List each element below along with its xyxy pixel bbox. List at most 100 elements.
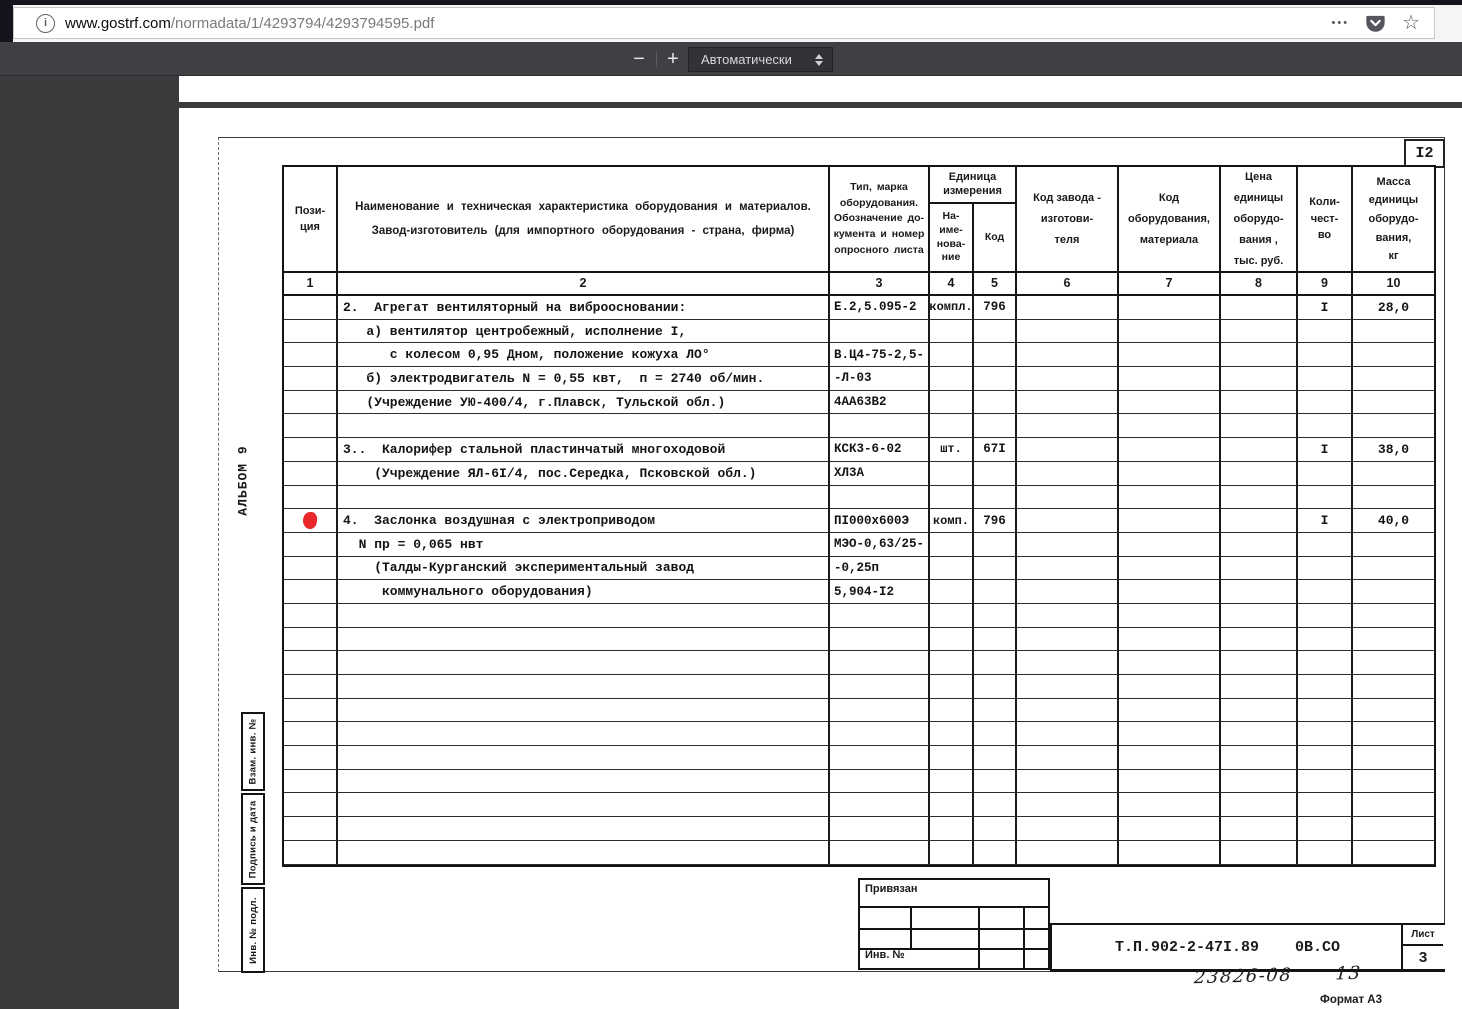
cell-quantity: I [1298, 438, 1353, 462]
cell-name [338, 840, 830, 865]
cell-mass [1353, 580, 1434, 604]
cell-mass [1353, 628, 1434, 652]
cell-mass [1353, 699, 1434, 723]
cell-name: N пр = 0,065 нвт [338, 532, 830, 557]
page-actions-icon[interactable]: ••• [1331, 17, 1350, 29]
cell-plant-code [1017, 390, 1119, 415]
cell-quantity [1298, 817, 1353, 841]
cell-unit-name: комп. [930, 509, 974, 533]
cell-type: 4АА63В2 [830, 390, 930, 415]
cell-plant-code [1017, 627, 1119, 652]
handwritten-inventory-number: 23826-08 13 [1193, 962, 1363, 989]
cell-plant-code [1017, 367, 1119, 391]
pdf-toolbar: − + Автоматически [0, 42, 1462, 76]
cell-equipment-code [1119, 367, 1221, 391]
specification-table: Пози- ция Наименование и техническая хар… [282, 165, 1436, 867]
cell-price [1221, 840, 1298, 865]
cell-mass [1353, 746, 1434, 770]
cell-price [1221, 296, 1298, 320]
cell-equipment-code [1119, 390, 1221, 415]
cell-mass [1353, 367, 1434, 391]
cell-position [284, 603, 338, 628]
cell-unit-code: 796 [974, 296, 1017, 320]
browser-toolbar: i www.gostrf.com/normadata/1/4293794/429… [0, 0, 1462, 42]
cell-equipment-code [1119, 509, 1221, 533]
stamp-inv-podl: Инв. № подл. [241, 887, 265, 973]
cell-plant-code [1017, 746, 1119, 770]
cell-unit-code [974, 722, 1017, 747]
cell-type [830, 627, 930, 652]
cell-type [830, 840, 930, 865]
tab-strip[interactable] [0, 0, 1462, 5]
cell-unit-name [930, 461, 974, 486]
cell-mass [1353, 343, 1434, 368]
address-bar[interactable]: i www.gostrf.com/normadata/1/4293794/429… [13, 7, 1435, 39]
cell-name [338, 817, 830, 841]
cell-type [830, 603, 930, 628]
cell-unit-name [930, 603, 974, 628]
cell-unit-code [974, 556, 1017, 581]
url-text[interactable]: www.gostrf.com/normadata/1/4293794/42937… [65, 15, 434, 32]
site-info-icon[interactable]: i [36, 13, 55, 33]
pocket-icon[interactable] [1365, 13, 1386, 33]
table-row [284, 651, 1434, 675]
cell-type [830, 746, 930, 770]
table-row: 3.. Калорифер стальной пластинчатый мног… [284, 438, 1434, 462]
cell-unit-code [974, 343, 1017, 368]
cell-unit-code [974, 603, 1017, 628]
cell-unit-code [974, 793, 1017, 818]
cell-mass: 28,0 [1353, 296, 1434, 320]
cell-equipment-code [1119, 532, 1221, 557]
cell-position [284, 675, 338, 699]
cell-name: 3.. Калорифер стальной пластинчатый мног… [338, 438, 830, 462]
cell-price [1221, 746, 1298, 770]
cell-price [1221, 319, 1298, 344]
cell-name: (Учреждение ЯЛ-6I/4, пос.Середка, Псковс… [338, 461, 830, 486]
cell-unit-name: шт. [930, 438, 974, 462]
cell-type: КСК3-6-02 [830, 438, 930, 462]
cell-position [284, 367, 338, 391]
cell-name [338, 651, 830, 675]
cell-equipment-code [1119, 556, 1221, 581]
cell-plant-code [1017, 509, 1119, 533]
cell-equipment-code [1119, 675, 1221, 699]
cell-equipment-code [1119, 651, 1221, 675]
table-row [284, 627, 1434, 652]
cell-price [1221, 817, 1298, 841]
header-plant-code: Код завода - изготови- теля [1017, 167, 1119, 274]
bookmark-star-icon[interactable]: ☆ [1402, 12, 1420, 34]
cell-equipment-code [1119, 485, 1221, 510]
cell-price [1221, 509, 1298, 533]
cell-unit-name [930, 746, 974, 770]
pdf-viewer[interactable]: I2 АЛЬБОМ 9 Пози- ция Наименование и тех… [0, 76, 1462, 1009]
cell-name [338, 698, 830, 723]
table-row: 4. Заслонка воздушная с электроприводом … [284, 509, 1434, 533]
table-row: 2. Агрегат вентиляторный на виброоснован… [284, 296, 1434, 320]
column-number-row: 1 2 3 4 5 6 7 8 9 10 [284, 271, 1434, 296]
zoom-level-select[interactable]: Автоматически [688, 47, 833, 72]
cell-unit-name [930, 532, 974, 557]
cell-type: В.Ц4-75-2,5- [830, 343, 930, 368]
cell-unit-code [974, 390, 1017, 415]
cell-price [1221, 769, 1298, 794]
cell-quantity [1298, 769, 1353, 794]
previous-page-edge [179, 76, 1462, 102]
cell-quantity [1298, 722, 1353, 747]
zoom-out-button[interactable]: − [626, 47, 652, 71]
cell-position [284, 319, 338, 344]
cell-mass [1353, 793, 1434, 818]
cell-unit-code [974, 651, 1017, 675]
table-row: (Учреждение УЮ-400/4, г.Плавск, Тульской… [284, 390, 1434, 415]
cell-equipment-code [1119, 769, 1221, 794]
cell-position [284, 651, 338, 675]
cell-price [1221, 603, 1298, 628]
cell-plant-code [1017, 556, 1119, 581]
cell-unit-code [974, 319, 1017, 344]
cell-type [830, 793, 930, 818]
cell-type: МЭО-0,63/25- [830, 532, 930, 557]
cell-name: коммунального оборудования) [338, 580, 830, 604]
zoom-in-button[interactable]: + [660, 47, 686, 71]
cell-price [1221, 698, 1298, 723]
cell-price [1221, 627, 1298, 652]
